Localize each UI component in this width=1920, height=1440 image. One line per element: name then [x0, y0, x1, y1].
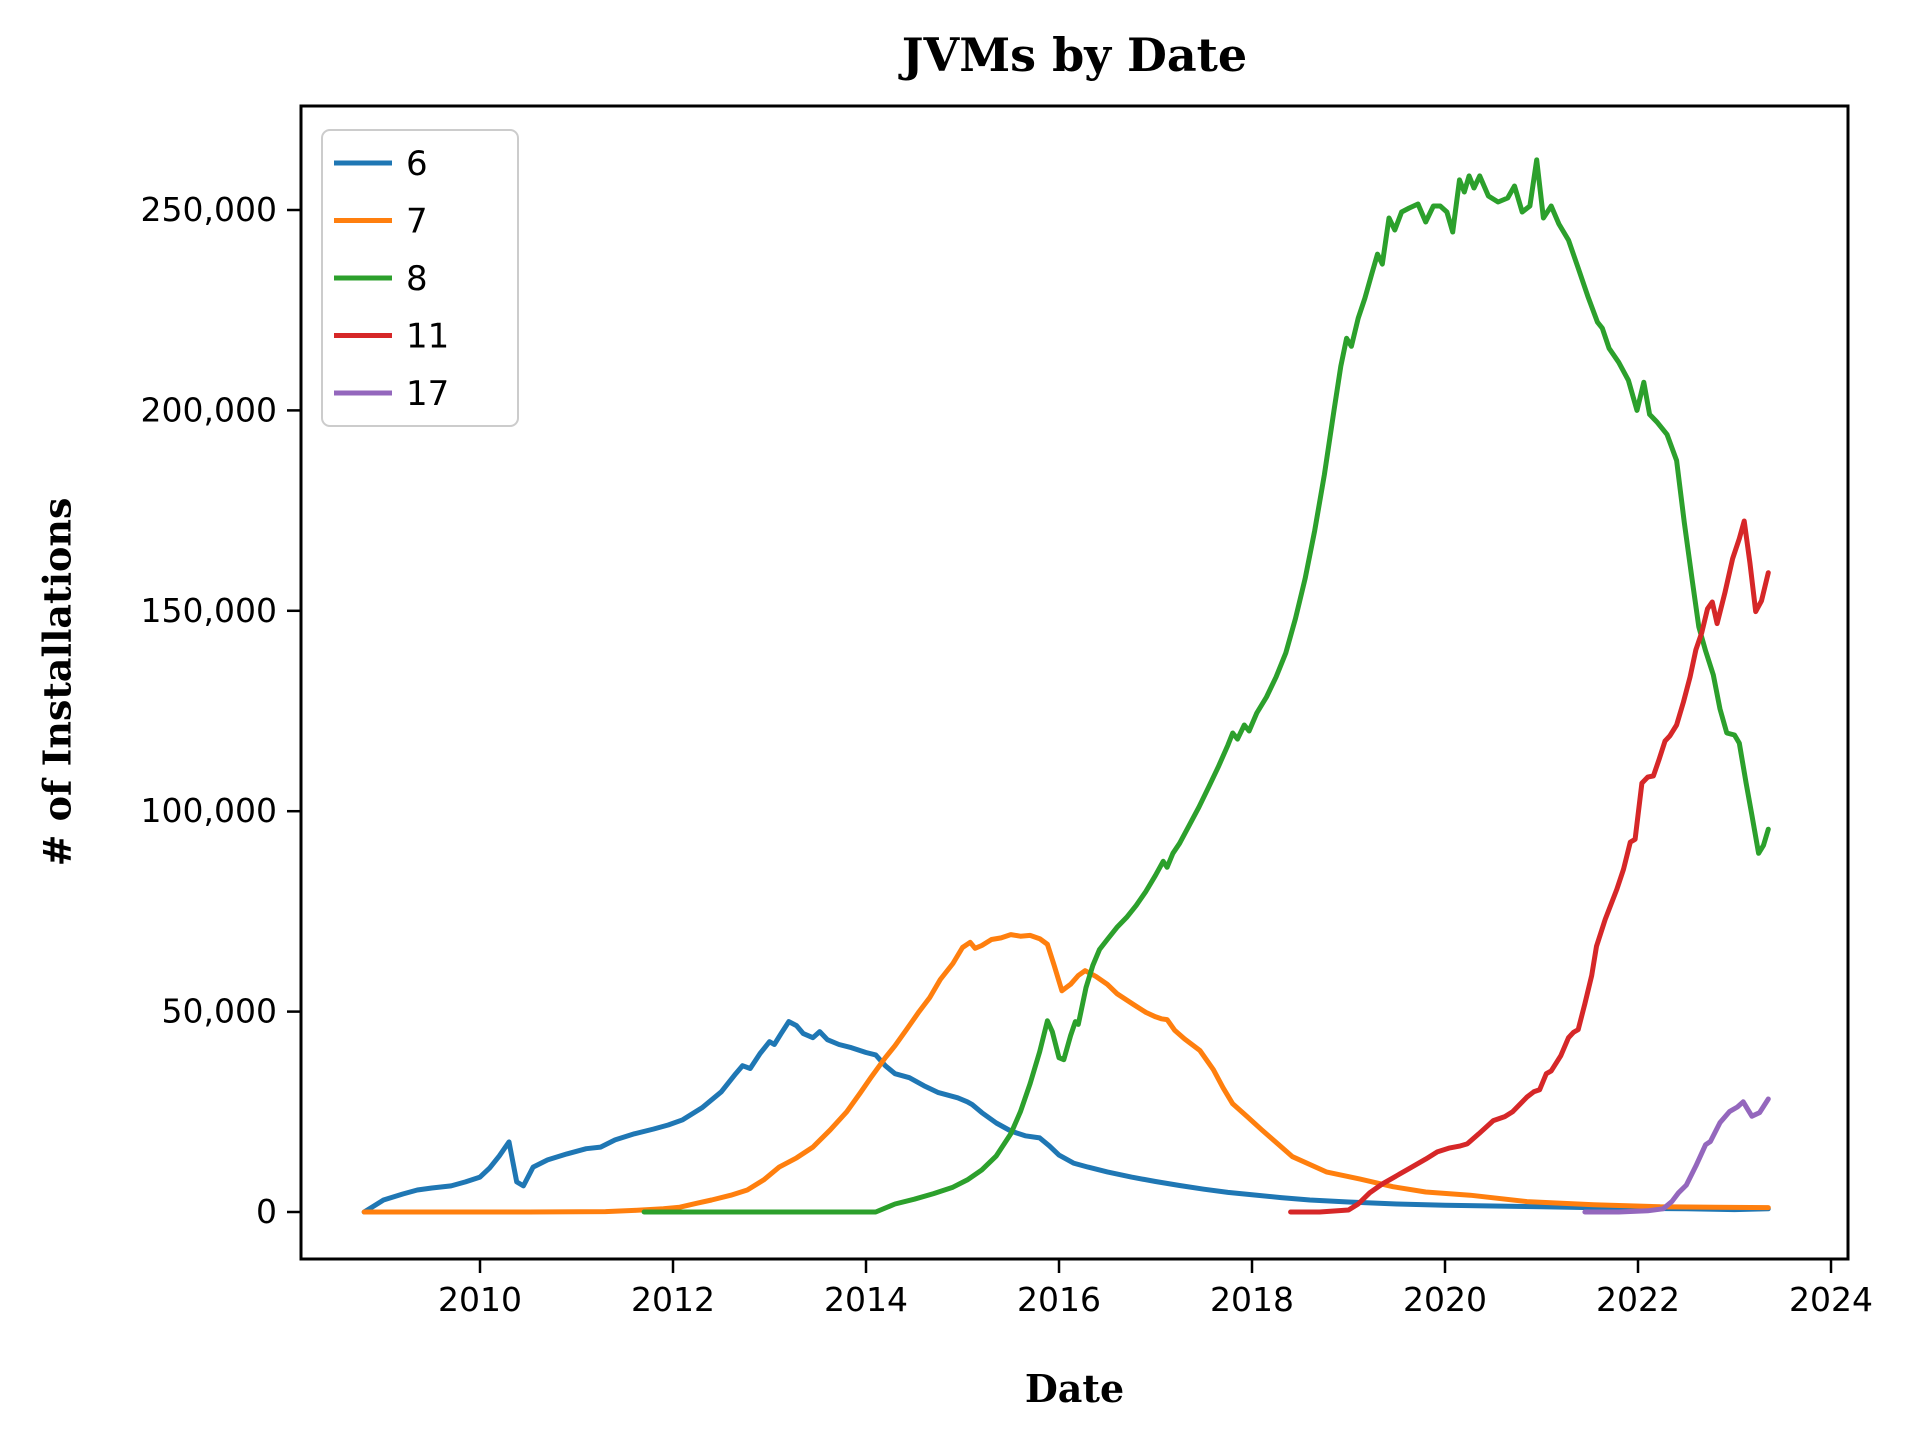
x-tick-label: 2016 — [1017, 1280, 1101, 1319]
x-tick-label: 2012 — [631, 1280, 715, 1319]
y-tick-label: 150,000 — [141, 591, 277, 630]
axes-frame — [299, 104, 1850, 1261]
y-tick-label: 200,000 — [141, 390, 277, 429]
series-line-17 — [1582, 1096, 1771, 1215]
legend-label-6: 6 — [406, 144, 428, 184]
x-tick-label: 2018 — [1210, 1280, 1294, 1319]
x-tick-label: 2010 — [438, 1280, 522, 1319]
y-tick-label: 50,000 — [162, 992, 277, 1031]
legend-label-17: 17 — [406, 374, 449, 414]
legend-label-8: 8 — [406, 259, 428, 299]
series-line-6 — [361, 1019, 1771, 1215]
x-tick-label: 2022 — [1596, 1280, 1680, 1319]
series-line-7 — [361, 932, 1771, 1215]
legend-label-11: 11 — [406, 317, 449, 357]
x-tick-label: 2024 — [1789, 1280, 1873, 1319]
y-tick-label: 250,000 — [141, 190, 277, 229]
series-line-8 — [641, 157, 1771, 1215]
y-tick-label: 0 — [256, 1192, 277, 1231]
legend — [321, 129, 519, 427]
series-group — [361, 157, 1771, 1215]
y-axis-label: # of Installations — [34, 497, 80, 867]
x-axis-label: Date — [1024, 1366, 1125, 1411]
series-line-11 — [1288, 518, 1771, 1215]
y-tick-label: 100,000 — [141, 791, 277, 830]
chart-title: JVMs by Date — [901, 28, 1248, 82]
x-tick-label: 2020 — [1403, 1280, 1487, 1319]
legend-label-7: 7 — [406, 202, 428, 242]
x-tick-label: 2014 — [824, 1280, 908, 1319]
